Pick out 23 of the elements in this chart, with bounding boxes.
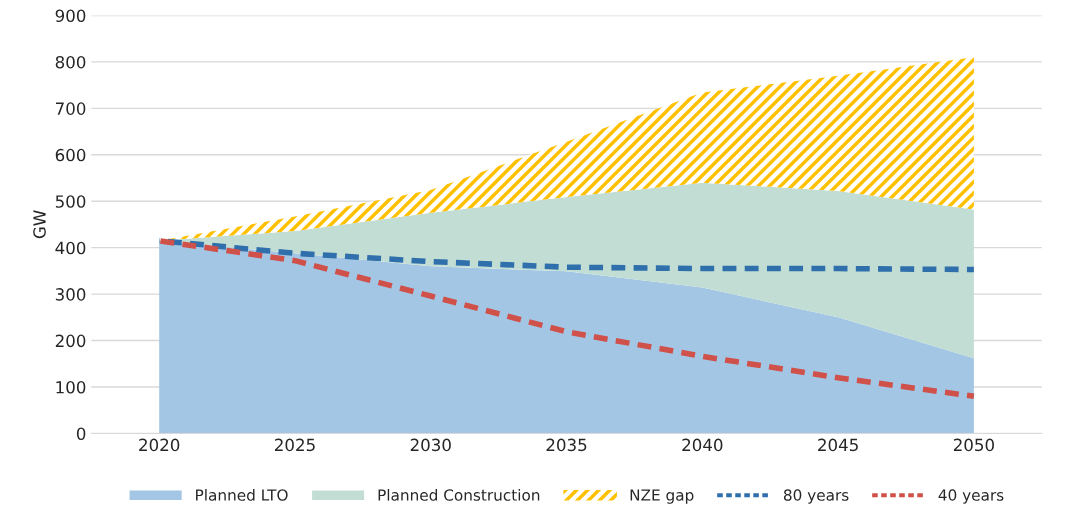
y-axis-title: GW (33, 210, 46, 239)
x-tick-label: 2045 (818, 438, 858, 452)
legend-label: NZE gap (630, 489, 694, 504)
x-tick-label: 2050 (953, 438, 994, 452)
y-tick-label: 800 (55, 55, 86, 69)
y-tick-label: 700 (55, 102, 86, 115)
x-tick-label: 2040 (682, 438, 723, 452)
legend-label: Planned Construction (378, 488, 540, 501)
legend-label: 40 years (938, 489, 1004, 504)
y-tick-label: 200 (55, 334, 86, 348)
legend-label: 80 years (783, 489, 849, 504)
legend-label: Planned LTO (196, 488, 288, 501)
x-tick-label: 2020 (139, 438, 180, 452)
y-tick-label: 900 (55, 9, 86, 23)
y-tick-label: 400 (55, 241, 86, 255)
y-tick-label: 0 (76, 427, 86, 441)
y-tick-label: 600 (55, 148, 86, 162)
x-tick-label: 2025 (274, 438, 315, 452)
y-tick-label: 300 (55, 288, 86, 301)
x-tick-label: 2030 (410, 438, 451, 452)
y-tick-label: 500 (55, 195, 86, 208)
y-tick-label: 100 (56, 380, 86, 394)
x-tick-label: 2035 (546, 438, 587, 452)
